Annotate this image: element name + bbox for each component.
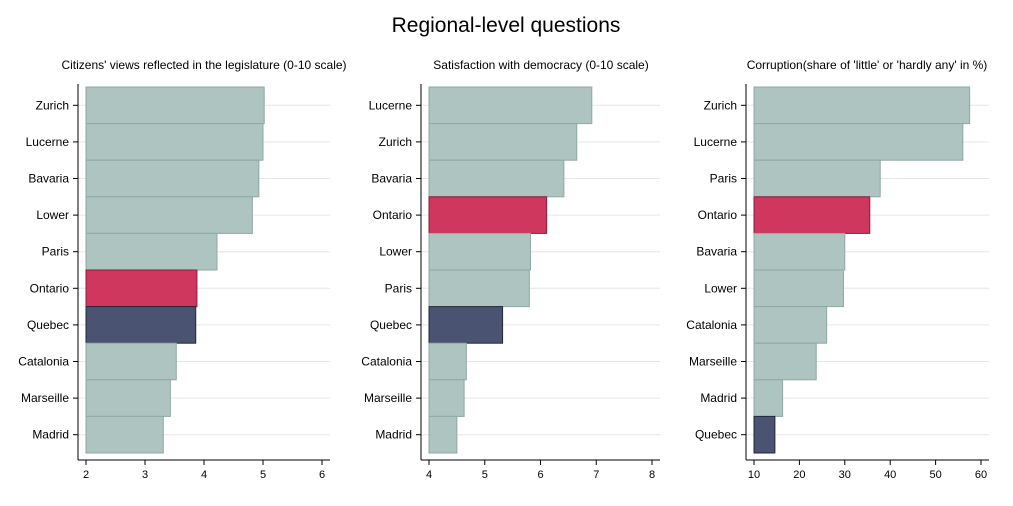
category-label: Lower [379,245,412,259]
bar-lucerne [753,123,964,161]
category-label: Catalonia [18,355,69,369]
category-label: Quebec [27,318,69,332]
bar-paris [753,159,881,198]
panel-title: Satisfaction with democracy (0-10 scale) [433,58,648,72]
bar-quebec [85,306,197,344]
bar-ontario [85,269,198,308]
bar-quebec [753,415,776,454]
category-label: Zurich [379,135,412,149]
bar-catalonia [753,306,828,344]
x-tick-label: 2 [83,469,89,481]
category-label: Bavaria [28,172,69,186]
x-tick-label: 4 [426,469,432,481]
x-tick-label: 5 [260,469,266,481]
category-label: Madrid [700,391,737,405]
category-label: Ontario [373,208,413,222]
x-tick-label: 20 [793,469,805,481]
bar-catalonia [85,342,177,381]
bar-lower [85,196,253,234]
panel-title: Citizens' views reflected in the legisla… [61,58,346,72]
bar-marseille [85,379,171,417]
x-tick-label: 10 [748,469,760,481]
category-label: Zurich [704,98,737,112]
bar-lower [428,232,531,271]
bar-lucerne [428,86,593,125]
x-tick-label: 5 [482,469,488,481]
category-label: Madrid [375,428,412,442]
x-tick-label: 50 [929,469,941,481]
category-label: Catalonia [361,355,412,369]
x-tick-label: 7 [593,469,599,481]
bar-zurich [85,86,265,125]
category-label: Quebec [370,318,412,332]
bar-bavaria [428,159,565,198]
bar-lucerne [85,123,264,161]
bar-quebec [428,306,504,344]
x-tick-label: 30 [839,469,851,481]
bar-paris [85,232,218,271]
category-label: Ontario [30,281,70,295]
x-tick-label: 60 [975,469,987,481]
category-label: Lower [704,281,737,295]
panel-title: Corruption(share of 'little' or 'hardly … [747,58,988,72]
bar-bavaria [85,159,260,198]
bar-bavaria [753,232,846,271]
bar-ontario [428,196,548,234]
x-tick-label: 6 [319,469,325,481]
category-label: Paris [385,281,412,295]
category-label: Quebec [695,428,737,442]
bar-marseille [428,379,465,417]
bar-ontario [753,196,871,234]
bar-paris [428,269,530,308]
bar-madrid [753,379,784,417]
category-label: Catalonia [686,318,737,332]
bar-marseille [753,342,817,381]
category-label: Paris [710,172,737,186]
category-label: Lucerne [26,135,70,149]
panel-1: Citizens' views reflected in the legisla… [18,58,346,481]
category-label: Marseille [689,355,737,369]
bar-lower [753,269,844,308]
bar-zurich [753,86,971,125]
x-tick-label: 8 [649,469,655,481]
category-label: Paris [42,245,69,259]
bar-catalonia [428,342,467,381]
bar-zurich [428,123,578,161]
category-label: Bavaria [371,172,412,186]
category-label: Madrid [32,428,69,442]
category-label: Bavaria [696,245,737,259]
figure-title: Regional-level questions [392,14,621,37]
x-tick-label: 4 [201,469,207,481]
category-label: Zurich [36,98,69,112]
x-tick-label: 40 [884,469,896,481]
category-label: Lucerne [694,135,738,149]
bar-madrid [85,415,164,454]
x-tick-label: 6 [537,469,543,481]
x-tick-label: 3 [142,469,148,481]
category-label: Marseille [21,391,69,405]
category-label: Marseille [364,391,412,405]
category-label: Lower [36,208,69,222]
bar-madrid [428,415,458,454]
category-label: Ontario [698,208,738,222]
panel-2: Satisfaction with democracy (0-10 scale)… [361,58,660,481]
panel-3: Corruption(share of 'little' or 'hardly … [686,58,989,481]
category-label: Lucerne [369,98,413,112]
